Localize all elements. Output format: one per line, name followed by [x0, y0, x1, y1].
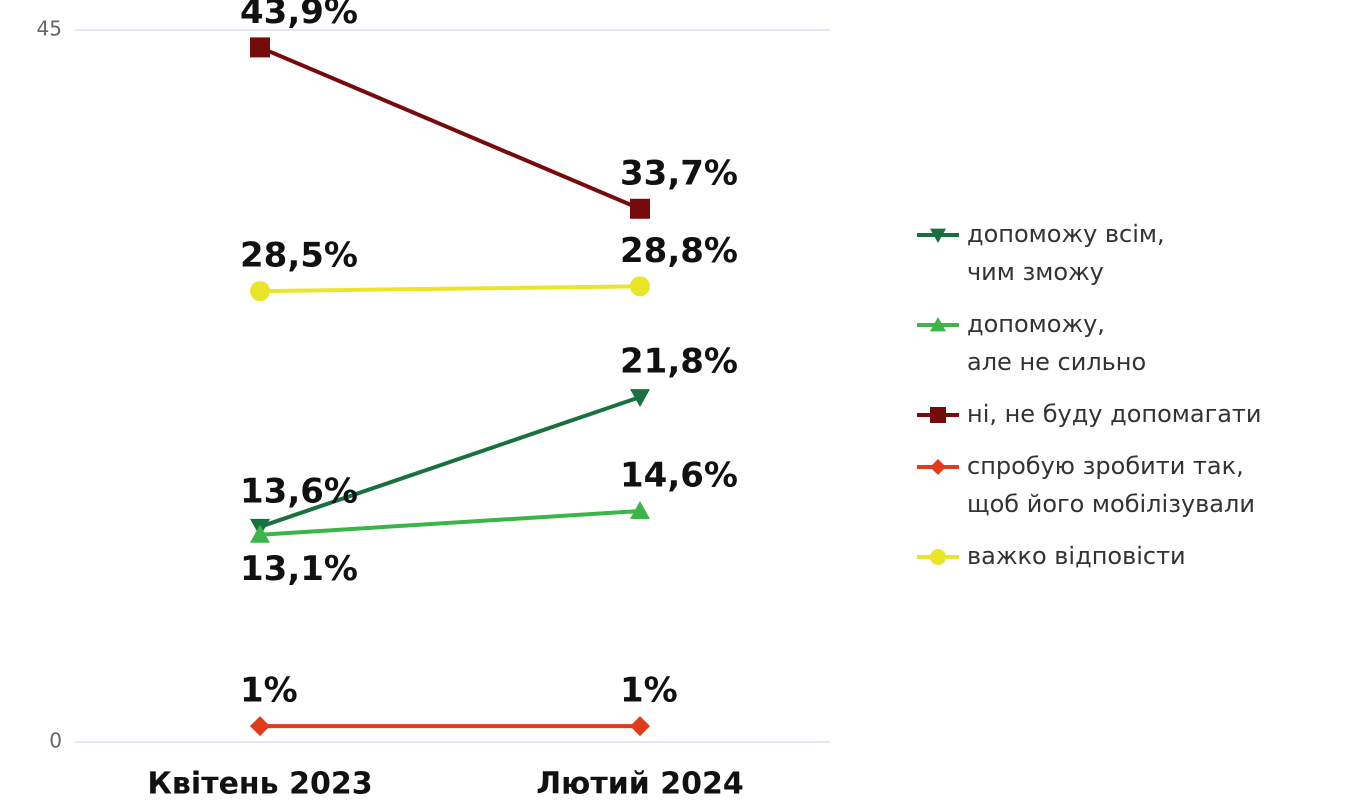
- data-label: 13,1%: [240, 549, 358, 589]
- series-line: [259, 284, 641, 294]
- legend-icon: [917, 407, 959, 423]
- marker: [250, 524, 270, 543]
- marker: [250, 716, 270, 737]
- legend: допоможу всім, чим зможу допоможу, але не…: [915, 215, 1345, 589]
- data-label: 43,9%: [240, 0, 358, 32]
- data-label: 28,8%: [620, 231, 738, 271]
- legend-entry: спробую зробити так, щоб його мобілізува…: [915, 447, 1345, 523]
- data-label: 21,8%: [620, 342, 738, 382]
- marker: [930, 228, 946, 243]
- legend-label: ні, не буду допомагати: [967, 400, 1262, 428]
- y-tick-label: 0: [49, 729, 62, 753]
- marker: [930, 317, 946, 332]
- marker: [250, 281, 270, 302]
- marker: [630, 389, 650, 408]
- series-line: [259, 395, 641, 529]
- marker: [630, 500, 650, 519]
- legend-entry: допоможу всім, чим зможу: [915, 215, 1345, 291]
- legend-icon: [917, 317, 959, 332]
- legend-label: важко відповісти: [967, 542, 1186, 570]
- legend-entry: ні, не буду допомагати: [915, 395, 1345, 433]
- data-label: 1%: [240, 671, 298, 711]
- legend-icon: [917, 549, 959, 565]
- data-label: 13,6%: [240, 471, 358, 511]
- marker: [930, 459, 946, 475]
- data-label: 28,5%: [240, 236, 358, 276]
- marker: [930, 407, 946, 423]
- series-line: [259, 45, 641, 211]
- legend-entry: допоможу, але не сильно: [915, 305, 1345, 381]
- marker: [250, 37, 270, 58]
- x-tick-label: Квітень 2023: [147, 767, 372, 802]
- legend-label: спробую зробити так, щоб його мобілізува…: [967, 452, 1255, 518]
- data-label: 33,7%: [620, 153, 738, 193]
- legend-icon: [917, 228, 959, 243]
- x-tick-label: Лютий 2024: [536, 767, 743, 802]
- marker: [630, 276, 650, 297]
- y-tick-label: 45: [37, 17, 62, 41]
- marker: [930, 549, 946, 565]
- data-label: 14,6%: [620, 455, 738, 495]
- legend-icon: [917, 459, 959, 475]
- legend-label: допоможу, але не сильно: [967, 310, 1147, 376]
- marker: [630, 716, 650, 737]
- series-line: [259, 508, 641, 537]
- legend-entry: важко відповісти: [915, 537, 1345, 575]
- marker: [630, 198, 650, 219]
- legend-label: допоможу всім, чим зможу: [967, 220, 1165, 286]
- data-label: 1%: [620, 671, 678, 711]
